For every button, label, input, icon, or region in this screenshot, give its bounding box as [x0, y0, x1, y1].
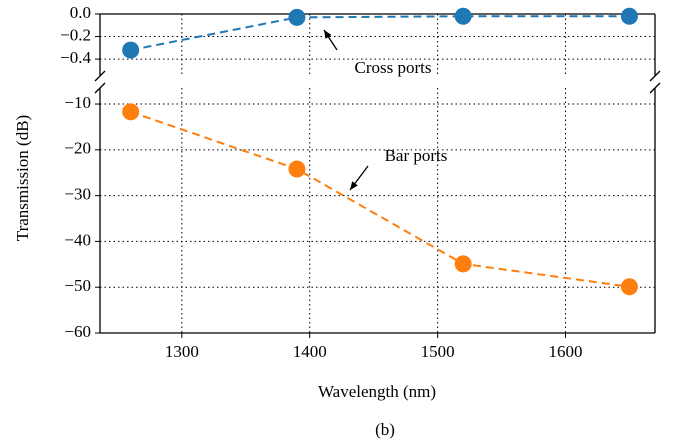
- data-point: [620, 278, 638, 296]
- arrow-head: [324, 30, 332, 39]
- x-tick-label: 1500: [421, 342, 455, 361]
- series-line: [130, 15, 630, 52]
- annotation: Cross ports: [355, 58, 432, 77]
- annotation: Bar ports: [385, 146, 448, 165]
- y-tick-label: −20: [64, 139, 91, 158]
- y-tick-label: −50: [64, 276, 91, 295]
- axis-break: [94, 82, 106, 94]
- data-point: [122, 41, 140, 59]
- x-axis-label: Wavelength (nm): [318, 382, 436, 401]
- x-tick-label: 1300: [165, 342, 199, 361]
- axis-break: [94, 70, 106, 82]
- x-tick-label: 1600: [548, 342, 582, 361]
- y-tick-label: −30: [64, 185, 91, 204]
- axis-break: [649, 82, 661, 94]
- y-tick-label: −60: [64, 322, 91, 341]
- data-point: [122, 103, 140, 121]
- y-tick-label: −10: [64, 93, 91, 112]
- axis-break: [649, 70, 661, 82]
- arrow-head: [350, 181, 358, 190]
- y-tick-label: 0.0: [70, 3, 91, 22]
- series-line: [130, 110, 630, 288]
- caption: (b): [375, 420, 395, 439]
- y-tick-label: −40: [64, 230, 91, 249]
- y-tick-label: −0.4: [60, 48, 91, 67]
- y-axis-label: Transmission (dB): [13, 115, 32, 241]
- data-point: [288, 8, 306, 26]
- data-point: [454, 7, 472, 25]
- y-tick-label: −0.2: [60, 25, 91, 44]
- x-tick-label: 1400: [293, 342, 327, 361]
- data-point: [620, 7, 638, 25]
- data-point: [454, 255, 472, 273]
- data-point: [288, 160, 306, 178]
